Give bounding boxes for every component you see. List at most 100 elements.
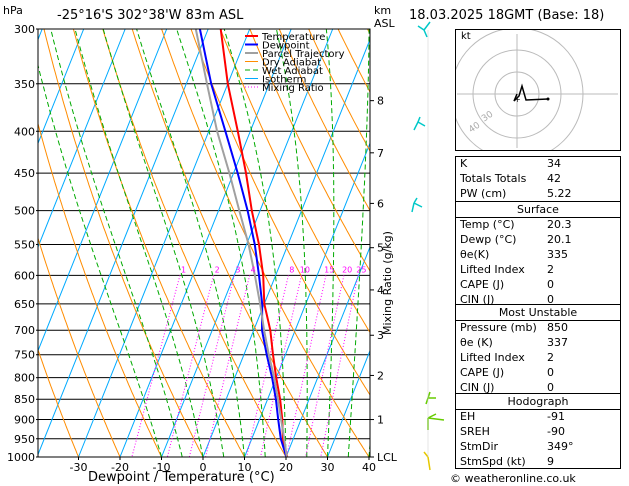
- index-row-totals: Totals Totals 42: [460, 172, 561, 185]
- hodograph-unit-label: kt: [461, 31, 471, 42]
- surface-row: θe(K) 335: [460, 248, 568, 261]
- dry-adiabat-line: [38, 348, 79, 457]
- mixing-ratio-line: [260, 275, 302, 457]
- legend-label: Mixing Ratio: [262, 83, 324, 94]
- pressure-tick-label: 300: [14, 23, 35, 36]
- temp-tick-label: -20: [111, 461, 129, 474]
- most-unstable-row: Pressure (mb) 850: [460, 321, 568, 334]
- legend-label: Temperature: [261, 32, 325, 43]
- hodograph-trace: [513, 83, 549, 102]
- hodograph-table-title: Hodograph: [507, 395, 569, 408]
- index-row-pw: PW (cm) 5.22: [460, 187, 572, 200]
- pressure-tick-label: 750: [14, 349, 35, 362]
- asl-label: ASL: [374, 17, 395, 30]
- most-unstable-row: CIN (J) 0: [460, 381, 554, 394]
- hodograph-row: StmSpd (kt) 9: [460, 455, 554, 468]
- pressure-tick-label: 950: [14, 433, 35, 446]
- mixing-ratio-label: 3: [235, 265, 240, 274]
- mixing-ratio-label: 25: [356, 265, 366, 274]
- profile-parcel-trajectory: [194, 29, 288, 457]
- legend-label: Wet Adiabat: [262, 66, 323, 77]
- pressure-tick-label: 600: [14, 269, 35, 282]
- isotherm-line: [285, 245, 370, 457]
- km-tick-label: 8: [377, 95, 384, 108]
- wet-adiabat-line: [347, 29, 370, 457]
- surface-row: CAPE (J) 0: [460, 278, 554, 291]
- dry-adiabat-line: [72, 29, 245, 457]
- isotherm-line: [119, 29, 292, 457]
- temp-tick-label: -10: [153, 461, 171, 474]
- mixing-ratio-label: 10: [300, 265, 310, 274]
- dry-adiabat-line: [219, 29, 370, 334]
- mixing-ratio-label: 4: [251, 265, 256, 274]
- pressure-tick-label: 800: [14, 372, 35, 385]
- hpa-label: hPa: [3, 4, 23, 17]
- surface-row: Lifted Index 2: [460, 263, 554, 276]
- isotherm-line: [0, 29, 1, 457]
- pressure-tick-label: 1000: [7, 451, 35, 464]
- most-unstable-row: θe (K) 337: [460, 336, 568, 349]
- hodograph-panel: + kt 40 30: [455, 29, 621, 151]
- wet-adiabat-line: [38, 63, 162, 457]
- wet-adiabat-line: [275, 29, 308, 457]
- dry-adiabat-line: [102, 29, 287, 457]
- km-tick-label: 5: [377, 242, 384, 255]
- surface-title: Surface: [517, 203, 559, 216]
- mixing-ratio-label: 15: [324, 265, 334, 274]
- legend-label: Dry Adiabat: [262, 58, 321, 69]
- most-unstable-title: Most Unstable: [498, 306, 578, 319]
- datetime-title: 18.03.2025 18GMT (Base: 18): [409, 8, 605, 23]
- wet-adiabat-line: [74, 29, 204, 457]
- isotherm-line: [78, 29, 251, 457]
- pressure-tick-label: 550: [14, 238, 35, 251]
- mixing-ratio-label: 2: [215, 265, 220, 274]
- index-row-k: K 34: [460, 157, 561, 170]
- isotherm-line: [38, 29, 85, 145]
- km-label: km: [374, 4, 392, 17]
- location-title: -25°16'S 302°38'W 83m ASL: [57, 8, 244, 23]
- km-tick-label: LCL: [377, 451, 398, 464]
- km-tick-label: 3: [377, 329, 384, 342]
- wind-barb: [413, 116, 426, 131]
- legend-label: Dewpoint: [262, 41, 310, 52]
- most-unstable-row: Lifted Index 2: [460, 351, 554, 364]
- pressure-tick-label: 500: [14, 205, 35, 218]
- mixing-ratio-label: 8: [289, 265, 294, 274]
- wind-barb: [425, 391, 436, 405]
- dry-adiabat-line: [278, 29, 370, 212]
- pressure-tick-label: 450: [14, 167, 35, 180]
- dry-adiabat-line: [131, 29, 328, 457]
- legend-label: Parcel Trajectory: [262, 49, 345, 60]
- mixing-ratio-line: [188, 275, 235, 457]
- temp-tick-label: 40: [362, 461, 376, 474]
- dry-adiabat-line: [190, 29, 370, 396]
- mixing-ratio-label: 1: [181, 265, 186, 274]
- legend-label: Isotherm: [262, 75, 306, 86]
- surface-table: Surface Temp (°C) 20.3 Dewp (°C) 20.1 θe(K…: [455, 201, 621, 306]
- km-tick-label: 1: [377, 414, 384, 427]
- temp-tick-label: 0: [200, 461, 207, 474]
- surface-row: CIN (J) 0: [460, 293, 554, 306]
- mixing-ratio-line: [205, 275, 251, 457]
- wet-adiabat-line: [136, 29, 245, 457]
- hodograph-storm-marker: +: [514, 95, 521, 104]
- dry-adiabat-line: [308, 29, 370, 153]
- isotherm-line: [161, 29, 334, 457]
- temp-tick-label: -30: [70, 461, 88, 474]
- surface-row: Dewp (°C) 20.1: [460, 233, 572, 246]
- km-tick-label: 2: [377, 369, 384, 382]
- pressure-tick-label: 700: [14, 324, 35, 337]
- plot-frame: [37, 28, 371, 458]
- hodograph-row: EH -91: [460, 410, 565, 423]
- hodograph-row: SREH -90: [460, 425, 565, 438]
- hodograph-row: StmDir 349°: [460, 440, 574, 453]
- mixing-ratio-label: 20: [342, 265, 352, 274]
- hodograph-table: Hodograph EH -91 SREH -90 StmDir 349° StmSp…: [455, 393, 621, 469]
- wet-adiabat-line: [325, 29, 335, 457]
- km-tick-label: 6: [377, 197, 384, 210]
- mixing-ratio-line: [166, 275, 215, 457]
- dry-adiabat-line: [249, 29, 370, 273]
- isotherm-line: [327, 349, 370, 457]
- x-axis-label: Dewpoint / Temperature (°C): [88, 470, 275, 485]
